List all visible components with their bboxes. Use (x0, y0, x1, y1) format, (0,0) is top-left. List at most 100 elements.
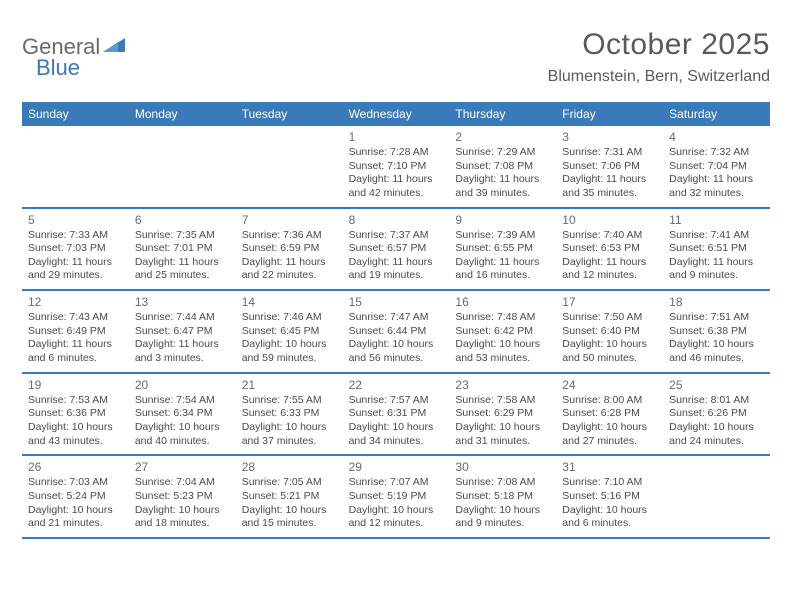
day-number: 6 (135, 213, 230, 227)
sunrise-line: Sunrise: 7:47 AM (349, 311, 444, 325)
day-cell: 3Sunrise: 7:31 AMSunset: 7:06 PMDaylight… (556, 126, 663, 207)
day-number: 24 (562, 378, 657, 392)
sunrise-line: Sunrise: 7:29 AM (455, 146, 550, 160)
day-number: 31 (562, 460, 657, 474)
sunset-line: Sunset: 6:59 PM (242, 242, 337, 256)
sunset-line: Sunset: 6:38 PM (669, 325, 764, 339)
daylight-line-2: and 22 minutes. (242, 269, 337, 283)
day-cell: 9Sunrise: 7:39 AMSunset: 6:55 PMDaylight… (449, 209, 556, 290)
week-row: 5Sunrise: 7:33 AMSunset: 7:03 PMDaylight… (22, 209, 770, 292)
sunset-line: Sunset: 6:26 PM (669, 407, 764, 421)
daylight-line-2: and 9 minutes. (455, 517, 550, 531)
weekday-monday: Monday (129, 102, 236, 126)
week-row: 26Sunrise: 7:03 AMSunset: 5:24 PMDayligh… (22, 456, 770, 539)
week-row: 1Sunrise: 7:28 AMSunset: 7:10 PMDaylight… (22, 126, 770, 209)
day-number: 27 (135, 460, 230, 474)
sunrise-line: Sunrise: 7:55 AM (242, 394, 337, 408)
calendar: Sunday Monday Tuesday Wednesday Thursday… (22, 102, 770, 539)
daylight-line-2: and 12 minutes. (562, 269, 657, 283)
sunset-line: Sunset: 6:31 PM (349, 407, 444, 421)
day-number: 2 (455, 130, 550, 144)
sunset-line: Sunset: 6:34 PM (135, 407, 230, 421)
daylight-line-2: and 6 minutes. (562, 517, 657, 531)
day-cell (22, 126, 129, 207)
daylight-line-2: and 40 minutes. (135, 435, 230, 449)
day-cell: 8Sunrise: 7:37 AMSunset: 6:57 PMDaylight… (343, 209, 450, 290)
sunset-line: Sunset: 6:44 PM (349, 325, 444, 339)
sunrise-line: Sunrise: 7:28 AM (349, 146, 444, 160)
sunrise-line: Sunrise: 7:44 AM (135, 311, 230, 325)
sunset-line: Sunset: 7:01 PM (135, 242, 230, 256)
sunset-line: Sunset: 6:40 PM (562, 325, 657, 339)
sunrise-line: Sunrise: 7:36 AM (242, 229, 337, 243)
sunrise-line: Sunrise: 7:10 AM (562, 476, 657, 490)
daylight-line-2: and 46 minutes. (669, 352, 764, 366)
day-number: 22 (349, 378, 444, 392)
sunset-line: Sunset: 6:49 PM (28, 325, 123, 339)
day-cell: 30Sunrise: 7:08 AMSunset: 5:18 PMDayligh… (449, 456, 556, 537)
daylight-line-1: Daylight: 10 hours (349, 504, 444, 518)
daylight-line-1: Daylight: 11 hours (669, 173, 764, 187)
logo-triangle-icon (103, 34, 125, 52)
day-number: 26 (28, 460, 123, 474)
weekday-thursday: Thursday (449, 102, 556, 126)
daylight-line-2: and 19 minutes. (349, 269, 444, 283)
day-cell (236, 126, 343, 207)
daylight-line-1: Daylight: 10 hours (562, 421, 657, 435)
sunset-line: Sunset: 6:53 PM (562, 242, 657, 256)
daylight-line-1: Daylight: 10 hours (669, 338, 764, 352)
daylight-line-1: Daylight: 10 hours (562, 338, 657, 352)
sunset-line: Sunset: 5:18 PM (455, 490, 550, 504)
daylight-line-1: Daylight: 10 hours (242, 421, 337, 435)
sunset-line: Sunset: 6:57 PM (349, 242, 444, 256)
day-cell: 29Sunrise: 7:07 AMSunset: 5:19 PMDayligh… (343, 456, 450, 537)
sunrise-line: Sunrise: 7:51 AM (669, 311, 764, 325)
sunrise-line: Sunrise: 7:53 AM (28, 394, 123, 408)
day-cell: 25Sunrise: 8:01 AMSunset: 6:26 PMDayligh… (663, 374, 770, 455)
sunset-line: Sunset: 7:03 PM (28, 242, 123, 256)
daylight-line-2: and 39 minutes. (455, 187, 550, 201)
daylight-line-1: Daylight: 11 hours (242, 256, 337, 270)
weekday-tuesday: Tuesday (236, 102, 343, 126)
sunset-line: Sunset: 7:06 PM (562, 160, 657, 174)
daylight-line-2: and 56 minutes. (349, 352, 444, 366)
day-cell: 14Sunrise: 7:46 AMSunset: 6:45 PMDayligh… (236, 291, 343, 372)
daylight-line-2: and 16 minutes. (455, 269, 550, 283)
daylight-line-2: and 6 minutes. (28, 352, 123, 366)
sunrise-line: Sunrise: 7:43 AM (28, 311, 123, 325)
daylight-line-2: and 21 minutes. (28, 517, 123, 531)
sunrise-line: Sunrise: 7:48 AM (455, 311, 550, 325)
sunrise-line: Sunrise: 7:04 AM (135, 476, 230, 490)
week-row: 19Sunrise: 7:53 AMSunset: 6:36 PMDayligh… (22, 374, 770, 457)
sunset-line: Sunset: 6:33 PM (242, 407, 337, 421)
daylight-line-1: Daylight: 11 hours (455, 256, 550, 270)
day-number: 16 (455, 295, 550, 309)
day-number: 12 (28, 295, 123, 309)
daylight-line-1: Daylight: 11 hours (562, 256, 657, 270)
daylight-line-2: and 27 minutes. (562, 435, 657, 449)
day-number: 20 (135, 378, 230, 392)
daylight-line-1: Daylight: 11 hours (669, 256, 764, 270)
day-cell: 24Sunrise: 8:00 AMSunset: 6:28 PMDayligh… (556, 374, 663, 455)
daylight-line-1: Daylight: 11 hours (135, 256, 230, 270)
sunset-line: Sunset: 5:23 PM (135, 490, 230, 504)
sunset-line: Sunset: 6:51 PM (669, 242, 764, 256)
day-number: 23 (455, 378, 550, 392)
daylight-line-2: and 29 minutes. (28, 269, 123, 283)
day-number: 17 (562, 295, 657, 309)
day-number: 21 (242, 378, 337, 392)
day-cell: 18Sunrise: 7:51 AMSunset: 6:38 PMDayligh… (663, 291, 770, 372)
daylight-line-1: Daylight: 11 hours (349, 173, 444, 187)
daylight-line-2: and 18 minutes. (135, 517, 230, 531)
sunset-line: Sunset: 6:29 PM (455, 407, 550, 421)
daylight-line-1: Daylight: 10 hours (455, 421, 550, 435)
sunrise-line: Sunrise: 7:46 AM (242, 311, 337, 325)
weekday-sunday: Sunday (22, 102, 129, 126)
day-number: 15 (349, 295, 444, 309)
weekday-header: Sunday Monday Tuesday Wednesday Thursday… (22, 102, 770, 126)
daylight-line-1: Daylight: 11 hours (28, 256, 123, 270)
day-cell: 1Sunrise: 7:28 AMSunset: 7:10 PMDaylight… (343, 126, 450, 207)
sunset-line: Sunset: 6:55 PM (455, 242, 550, 256)
daylight-line-2: and 42 minutes. (349, 187, 444, 201)
daylight-line-2: and 12 minutes. (349, 517, 444, 531)
